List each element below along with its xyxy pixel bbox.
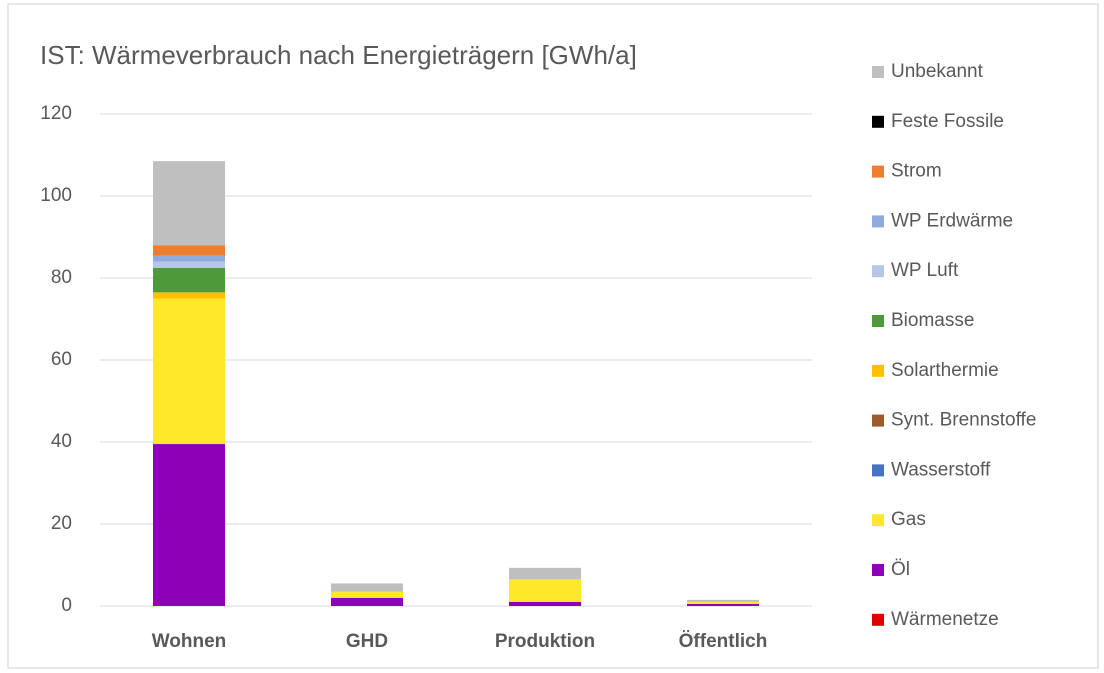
legend-label: Öl [891, 559, 910, 580]
legend-swatch [872, 115, 884, 128]
bar-segment [331, 583, 403, 592]
legend-swatch [872, 414, 884, 427]
legend-label: Strom [891, 161, 942, 182]
bar-segment [687, 603, 759, 606]
bar-segment [331, 591, 403, 598]
bar-segment [153, 292, 225, 299]
legend-swatch [872, 215, 884, 228]
y-tick-label: 40 [51, 431, 72, 452]
bar-segment [153, 444, 225, 606]
x-tick-label: Öffentlich [679, 631, 768, 652]
legend-swatch [872, 265, 884, 278]
legend-label: Feste Fossile [891, 111, 1004, 132]
legend-swatch [872, 613, 884, 626]
bar-segment [153, 161, 225, 246]
legend-swatch [872, 514, 884, 527]
y-tick-label: 100 [40, 185, 72, 206]
bar-segment [153, 245, 225, 256]
bar-segment [153, 261, 225, 268]
bar-segment [153, 298, 225, 445]
legend-label: Synt. Brennstoffe [891, 410, 1036, 431]
y-tick-label: 80 [51, 267, 72, 288]
legend-label: WP Luft [891, 260, 959, 281]
x-tick-label: Produktion [495, 631, 595, 652]
legend-label: WP Erdwärme [891, 210, 1013, 231]
y-tick-label: 60 [51, 349, 72, 370]
bar-segment [153, 255, 225, 262]
legend-label: Wärmenetze [891, 609, 999, 630]
bar-segment [153, 267, 225, 293]
bar-segment [687, 601, 759, 604]
legend-label: Biomasse [891, 310, 974, 331]
legend-label: Wasserstoff [891, 459, 991, 480]
legend-swatch [872, 315, 884, 327]
x-tick-label: Wohnen [152, 631, 227, 652]
y-tick-label: 20 [51, 513, 72, 534]
legend-swatch [872, 564, 884, 576]
legend-swatch [872, 464, 884, 477]
legend-swatch [872, 165, 884, 178]
y-tick-label: 0 [61, 595, 72, 616]
chart-title: IST: Wärmeverbrauch nach Energieträgern … [40, 40, 637, 70]
legend-label: Gas [891, 509, 926, 530]
bar-segment [331, 597, 403, 606]
legend-swatch [872, 66, 884, 78]
bar-segment [509, 601, 581, 606]
legend-label: Unbekannt [891, 61, 984, 82]
bar-segment [509, 579, 581, 602]
legend-swatch [872, 364, 884, 377]
x-tick-label: GHD [346, 631, 388, 652]
bar-segment [687, 599, 759, 602]
bar-segment [509, 567, 581, 580]
legend-label: Solarthermie [891, 360, 999, 381]
y-tick-label: 120 [40, 103, 72, 124]
